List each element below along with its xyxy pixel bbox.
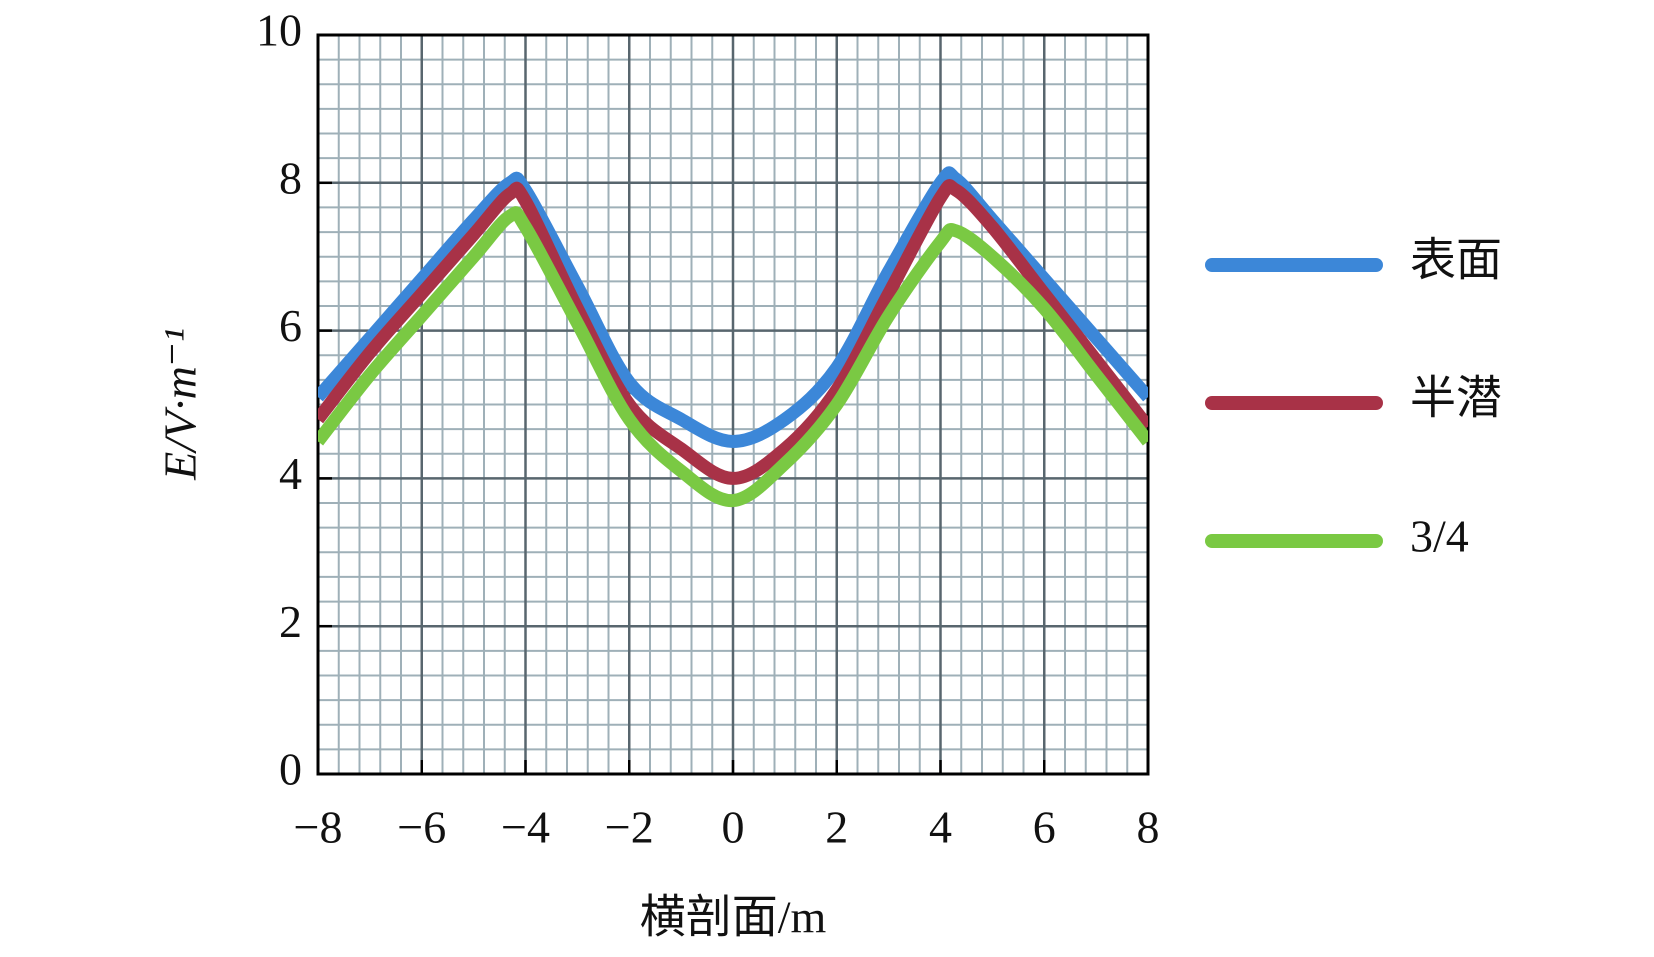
plot-frame (316, 33, 1150, 776)
x-tick-label: −2 (605, 802, 654, 853)
series-line (318, 206, 1148, 508)
y-tick-label: 2 (279, 596, 302, 647)
y-tick-label: 8 (279, 152, 302, 203)
x-tick-label: −4 (501, 802, 550, 853)
x-axis-label: 横剖面/m (640, 892, 827, 943)
x-tick-label: 6 (1033, 802, 1056, 853)
x-tick-label: 0 (722, 802, 745, 853)
y-axis-label: E/V·m⁻¹ (155, 328, 206, 481)
x-tick-label: 4 (929, 802, 952, 853)
x-tick-label: −8 (294, 802, 343, 853)
legend-label: 半潜 (1410, 373, 1502, 424)
legend-label: 表面 (1410, 235, 1502, 286)
x-tick-label: 8 (1137, 802, 1160, 853)
y-tick-label: 4 (279, 448, 302, 499)
y-tick-label: 6 (279, 300, 302, 351)
series-line (318, 179, 1148, 485)
x-tick-label: −6 (397, 802, 446, 853)
y-tick-label: 0 (279, 744, 302, 795)
x-tick-label: 2 (825, 802, 848, 853)
legend-label: 3/4 (1410, 511, 1469, 562)
y-tick-label: 10 (256, 5, 302, 56)
